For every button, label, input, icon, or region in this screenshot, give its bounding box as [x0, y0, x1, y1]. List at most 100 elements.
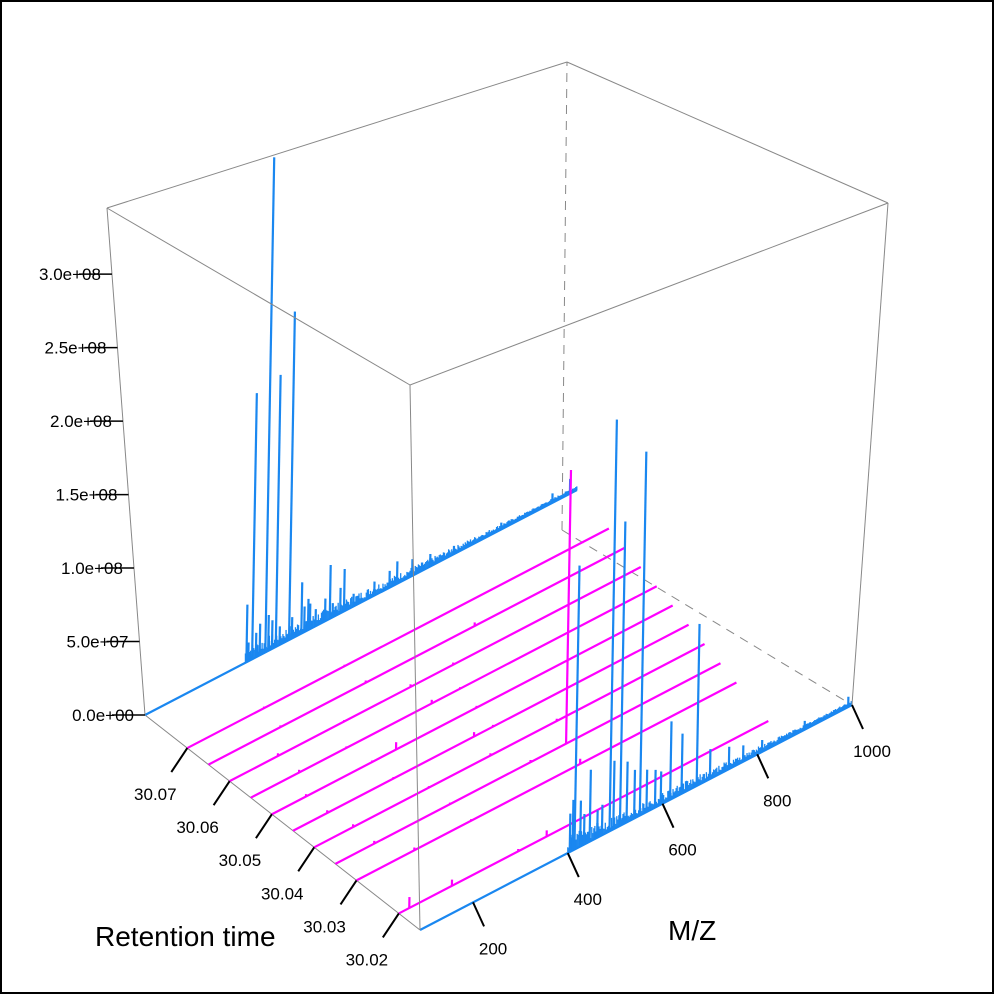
- box-edge-top-back-left: [106, 61, 568, 209]
- spectrum-peak: [274, 374, 282, 647]
- spectrum-baseline: [292, 623, 690, 832]
- y-axis-title: Retention time: [95, 921, 276, 952]
- spectrum-peak: [270, 620, 274, 649]
- spectrum-ms2-3: [229, 566, 642, 783]
- spectrum-peak: [245, 604, 249, 663]
- mz-axis-tick: [566, 852, 580, 878]
- spectrum-ms2-6: [292, 623, 690, 832]
- spectrum-peak: [267, 614, 270, 651]
- spectrum-peak: [633, 769, 637, 819]
- spectrum-baseline: [313, 643, 706, 849]
- spectrum-peak: [695, 623, 701, 786]
- spectrum-peak: [579, 800, 583, 847]
- spectrum-peak: [573, 565, 581, 850]
- mz-axis-tick: [756, 753, 770, 779]
- rt-axis-tick-label: 30.05: [219, 851, 262, 870]
- mz-axis-tick-label: 200: [479, 939, 507, 958]
- spectrum-peak: [659, 771, 663, 805]
- spectrum-peak: [568, 813, 572, 853]
- rt-axis-tick-label: 30.07: [134, 785, 177, 804]
- mz-axis-tick-label: 800: [763, 791, 791, 810]
- axes-group: 0.0e+00 5.0e+07 1.0e+08 1.5e+08 2.0e+08 2.5e+…: [39, 265, 891, 969]
- spectrum-peak: [258, 623, 262, 656]
- box-edge-top-front-left: [106, 207, 411, 386]
- spectrum-ms2-9: [356, 681, 737, 882]
- spectrum-peak: [306, 598, 310, 631]
- z-axis-tick-label: 2.5e+08: [45, 339, 107, 358]
- box-edge-rt-axis-line: [144, 714, 421, 931]
- spectrum-peak: [588, 769, 592, 842]
- rt-axis-tick-label: 30.04: [261, 884, 304, 903]
- spectrum-peak: [708, 749, 712, 780]
- spectrum-peak: [680, 733, 684, 794]
- mz-axis-tick: [851, 704, 864, 730]
- z-axis-tick-label: 1.5e+08: [56, 486, 118, 505]
- spectrum-peak: [612, 760, 616, 830]
- x-axis-title: M/Z: [668, 915, 716, 946]
- spectrum-ms2-2: [207, 546, 626, 766]
- spectrum-baseline: [186, 527, 610, 750]
- spectrum-baseline: [229, 566, 642, 783]
- rt-axis-tick-label: 30.02: [346, 950, 389, 969]
- z-axis-tick-label: 3.0e+08: [39, 265, 101, 284]
- box-edge-back-right: [561, 529, 853, 706]
- rt-axis-tick: [339, 879, 358, 905]
- mz-axis-tick-label: 400: [574, 890, 602, 909]
- spectrum-ms1-11: [419, 419, 853, 931]
- spectrum-ms2-8: [334, 470, 721, 865]
- spectrum-baseline: [250, 585, 658, 799]
- spectrum-ms2-1: [186, 527, 610, 750]
- spectrum-peak: [638, 451, 648, 816]
- mz-axis-tick: [472, 901, 485, 927]
- rt-axis-tick-label: 30.03: [303, 917, 346, 936]
- spectra-group: [144, 157, 853, 931]
- spectrum-peak: [608, 419, 618, 832]
- spectrum-peak: [300, 582, 304, 634]
- spectrum-peak: [264, 157, 276, 653]
- spectrum-peak: [328, 564, 332, 619]
- mz-axis-tick-label: 1000: [853, 742, 891, 761]
- rt-axis-tick: [212, 780, 231, 806]
- spectrum-peak: [564, 470, 573, 744]
- spectrum-peak: [287, 311, 297, 641]
- spectrum-ms2-7: [313, 643, 706, 849]
- spectrum-peak: [600, 804, 604, 836]
- mz-axis-tick-label: 600: [668, 841, 696, 860]
- spectrum-peak: [342, 568, 346, 612]
- spectrum-peak: [571, 799, 575, 851]
- spectrum-peak: [250, 393, 258, 660]
- spectrum-ms1-0: [144, 157, 578, 716]
- z-axis-tick-label: 1.0e+08: [61, 559, 123, 578]
- bounding-box-front: [106, 61, 889, 931]
- z-axis-tick-label: 0.0e+00: [72, 706, 134, 725]
- box-edge-top-front-right: [409, 202, 889, 386]
- spectrum-ms2-4: [250, 585, 658, 799]
- spectrum-peak: [645, 769, 649, 813]
- z-axis-tick-label: 2.0e+08: [50, 412, 112, 431]
- box-edge-top-back-right: [566, 61, 889, 204]
- spectrum-peak: [582, 813, 586, 845]
- spectrum-peak: [669, 721, 673, 800]
- spectrum-baseline: [207, 546, 626, 766]
- rt-axis-tick-label: 30.06: [176, 818, 219, 837]
- box-edge-back-vertical: [561, 61, 568, 531]
- rt-axis-tick: [255, 813, 273, 839]
- spectrum-baseline: [271, 604, 674, 816]
- rt-axis-tick: [170, 747, 189, 773]
- spectrum-peak: [618, 521, 627, 826]
- spectrum-peak: [625, 761, 629, 823]
- rt-axis-tick: [382, 912, 400, 939]
- mz-axis-tick: [661, 803, 675, 829]
- box-edge-front-vertical: [409, 384, 421, 931]
- box-edge-right-vertical: [851, 202, 889, 706]
- spectrum-baseline: [356, 681, 737, 882]
- rt-axis-tick: [297, 846, 316, 872]
- spectrum-baseline: [334, 662, 721, 865]
- box-edge-left-vertical: [106, 207, 146, 716]
- spectrum-peak: [653, 769, 657, 808]
- z-axis-tick-label: 5.0e+07: [67, 633, 129, 652]
- bounding-box-back: [144, 61, 853, 931]
- spectrum-ms2-5: [271, 604, 674, 816]
